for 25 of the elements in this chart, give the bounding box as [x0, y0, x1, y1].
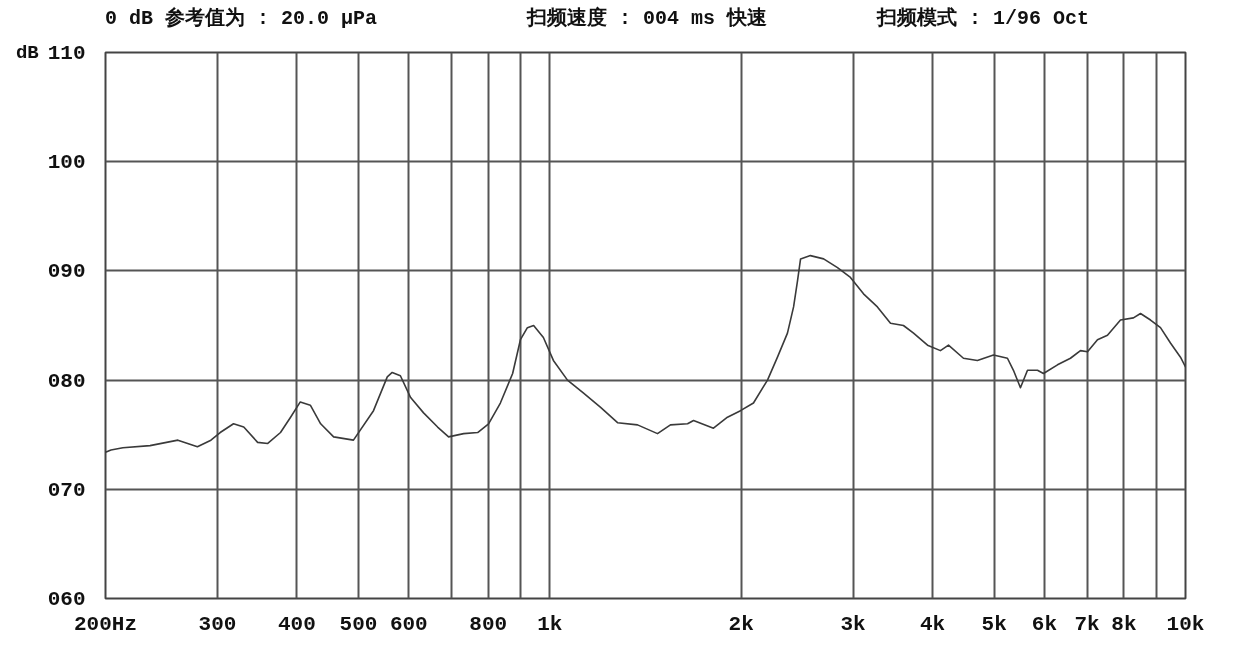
x-tick-label: 8k — [1111, 612, 1137, 636]
x-tick-label: 5k — [981, 612, 1007, 636]
y-tick-label: 070 — [47, 478, 86, 502]
x-tick-label: 1k — [537, 612, 563, 636]
y-tick-label: 080 — [47, 369, 86, 393]
x-tick-label: 10k — [1166, 612, 1205, 636]
x-tick-label: 3k — [840, 612, 866, 636]
x-tick-label: 2k — [728, 612, 754, 636]
x-tick-label: 7k — [1074, 612, 1100, 636]
x-tick-label: 800 — [469, 612, 508, 636]
x-tick-label: 6k — [1031, 612, 1058, 636]
text: 扫频速度 : 004 ms 快速 — [527, 5, 768, 33]
x-tick-label: 600 — [389, 612, 428, 636]
x-tick-label: 4k — [919, 612, 946, 636]
y-tick-label: 060 — [47, 588, 86, 611]
y-axis-title: dB — [15, 41, 39, 64]
chart-title: 0 dB 参考值为 : 20.0 μPa — [105, 6, 378, 33]
text: 扫频模式 : 1/96 Oct — [877, 6, 1090, 33]
x-tick-label: 500 — [339, 612, 378, 636]
y-tick-label: 110 — [47, 42, 86, 65]
y-tick-label: 100 — [47, 151, 86, 175]
x-tick-label: 300 — [198, 612, 237, 636]
x-tick-label: 200Hz — [73, 612, 138, 636]
x-tick-label: 400 — [277, 612, 316, 636]
y-tick-label: 090 — [47, 260, 86, 284]
